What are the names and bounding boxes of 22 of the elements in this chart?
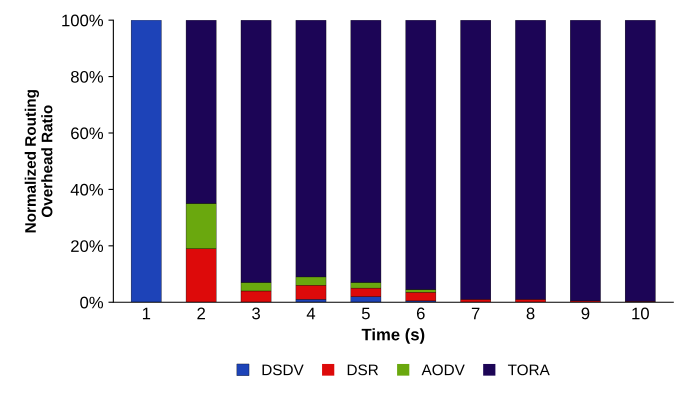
- legend-label: DSR: [348, 364, 378, 376]
- x-tick-label: 1: [142, 308, 150, 320]
- y-tick-label: 40%: [70, 184, 104, 196]
- x-tick-label: 9: [582, 308, 590, 320]
- y-tick-label: 80%: [71, 70, 104, 83]
- x-axis-title: Time (s): [362, 328, 424, 344]
- y-tick-label: 0%: [80, 296, 104, 308]
- legend-label: TORA: [508, 364, 550, 376]
- x-tick-label: 5: [362, 308, 370, 320]
- legend-label: DSDV: [262, 364, 304, 376]
- y-tick-label: 60%: [71, 127, 104, 140]
- y-axis-title: Normalized Routing Overhead Ratio: [24, 90, 52, 232]
- y-tick-label: 20%: [71, 240, 104, 252]
- x-tick-label: 10: [632, 308, 649, 320]
- y-tick-label: 100%: [62, 14, 104, 26]
- x-tick-label: 4: [306, 308, 316, 320]
- x-tick-label: 8: [526, 308, 534, 320]
- x-tick-label: 6: [416, 308, 425, 320]
- x-tick-label: 2: [197, 308, 205, 320]
- legend-label: AODV: [422, 364, 465, 376]
- x-tick-label: 7: [472, 308, 480, 320]
- x-tick-label: 3: [252, 308, 260, 320]
